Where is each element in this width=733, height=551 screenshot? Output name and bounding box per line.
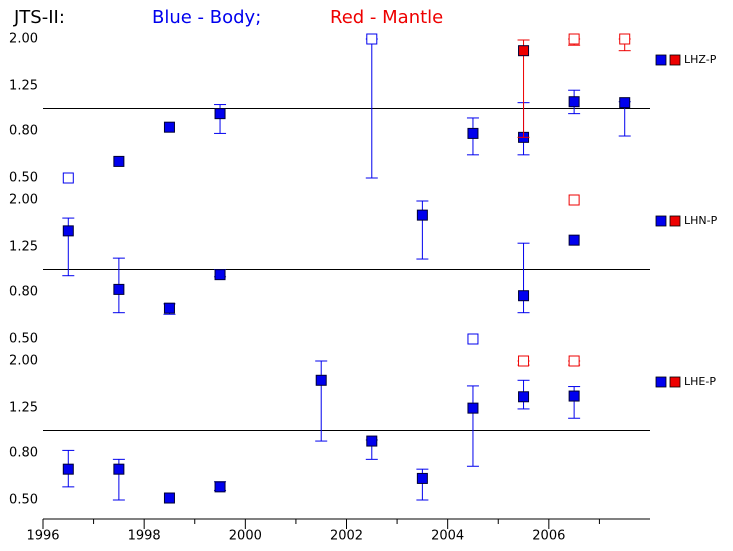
y-tick-label: 2.00 (9, 354, 38, 369)
x-tick-label: 2002 (330, 529, 363, 544)
title-part: Blue - Body; (152, 7, 261, 28)
data-point (568, 234, 580, 246)
x-tick-label: 1996 (26, 529, 59, 544)
y-tick-label: 0.80 (9, 445, 38, 460)
data-point (62, 225, 74, 237)
data-point (467, 402, 479, 414)
data-point (619, 97, 631, 109)
y-tick-label: 0.50 (9, 171, 38, 186)
data-point (163, 492, 175, 504)
data-point (62, 463, 74, 475)
data-point (214, 269, 226, 281)
data-point (163, 302, 175, 314)
data-point (467, 333, 479, 345)
y-tick-label: 0.50 (9, 332, 38, 347)
y-tick-label: 1.25 (9, 79, 38, 94)
data-point (62, 172, 74, 184)
data-point (163, 121, 175, 133)
data-point (568, 194, 580, 206)
y-tick-label: 1.25 (9, 401, 38, 416)
data-point (518, 355, 530, 367)
data-point (214, 481, 226, 493)
legend-swatch (655, 54, 667, 66)
y-tick-label: 1.25 (9, 240, 38, 255)
x-tick-label: 2000 (229, 529, 262, 544)
data-point (518, 391, 530, 403)
data-point (619, 33, 631, 45)
legend-label: LHE-P (684, 375, 716, 388)
data-point (568, 33, 580, 45)
x-tick-label: 2006 (532, 529, 565, 544)
legend-swatch (669, 215, 681, 227)
data-point (366, 435, 378, 447)
data-point (113, 155, 125, 167)
title-part: Red - Mantle (330, 7, 443, 28)
data-point (518, 45, 530, 57)
title: JTS-II: Blue - Body; Red - Mantle (13, 7, 443, 28)
y-tick-label: 0.80 (9, 284, 38, 299)
data-point (568, 96, 580, 108)
data-point (113, 463, 125, 475)
legend-swatch (669, 376, 681, 388)
data-point (113, 283, 125, 295)
legend-swatch (669, 54, 681, 66)
data-point (568, 355, 580, 367)
y-tick-label: 0.80 (9, 123, 38, 138)
legend-label: LHN-P (684, 214, 718, 227)
y-tick-label: 2.00 (9, 32, 38, 47)
data-point (416, 209, 428, 221)
x-tick-label: 1998 (128, 529, 161, 544)
x-tick-label: 2004 (431, 529, 464, 544)
data-point (568, 390, 580, 402)
data-point (315, 374, 327, 386)
legend-swatch (655, 215, 667, 227)
data-point (366, 33, 378, 45)
title-part: JTS-II: (13, 7, 65, 28)
y-tick-label: 0.50 (9, 493, 38, 508)
y-tick-label: 2.00 (9, 193, 38, 208)
legend-label: LHZ-P (684, 53, 717, 66)
data-point (416, 472, 428, 484)
legend-swatch (655, 376, 667, 388)
data-point (518, 290, 530, 302)
data-point (467, 127, 479, 139)
data-point (214, 108, 226, 120)
